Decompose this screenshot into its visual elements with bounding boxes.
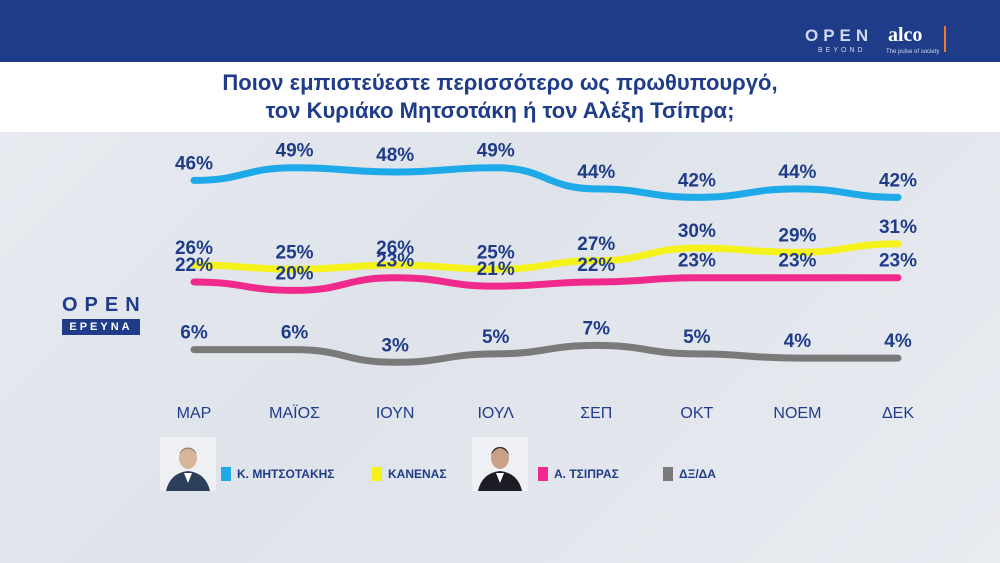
data-label-s0-p7: 42% <box>879 170 917 191</box>
legend-swatch-dxda <box>663 467 673 481</box>
legend-label-kanenas: ΚΑΝΕΝΑΣ <box>388 467 447 481</box>
series-line-3 <box>190 341 902 366</box>
legend-label-mitsotakis: Κ. ΜΗΤΣΟΤΑΚΗΣ <box>237 467 335 481</box>
x-tick-label-2: ΙΟΥΝ <box>376 405 415 422</box>
data-label-s0-p4: 44% <box>577 162 615 183</box>
data-label-s1-p2: 26% <box>376 238 414 259</box>
legend-item-kanenas: ΚΑΝΕΝΑΣ <box>372 466 447 482</box>
data-label-s3-p2: 3% <box>381 335 409 356</box>
data-label-s0-p1: 49% <box>276 141 314 162</box>
data-label-s2-p1: 20% <box>276 263 314 284</box>
open-erevna-logo: OPEN ΕΡΕΥΝΑ <box>62 294 142 335</box>
x-tick-label-6: ΝΟΕΜ <box>773 405 821 422</box>
data-label-s1-p5: 30% <box>678 221 716 242</box>
data-label-s1-p4: 27% <box>577 234 615 255</box>
title-band: Ποιον εμπιστεύεστε περισσότερο ως πρωθυπ… <box>0 62 1000 132</box>
data-label-s3-p6: 4% <box>784 331 812 352</box>
alco-tagline: The pulse of society <box>886 49 940 55</box>
legend-swatch-mitsotakis <box>221 467 231 481</box>
series-line-0 <box>190 164 902 201</box>
header-bar: OPEN BEYOND alco The pulse of society <box>0 0 1000 62</box>
data-label-s1-p1: 25% <box>276 242 314 263</box>
legend-label-dxda: ΔΞ/ΔΑ <box>679 467 716 481</box>
x-tick-label-3: ΙΟΥΛ <box>477 405 514 422</box>
data-label-s3-p4: 7% <box>583 318 611 339</box>
x-tick-label-1: ΜΑΪΟΣ <box>269 404 320 422</box>
data-label-s1-p7: 31% <box>879 217 917 238</box>
mitsotakis-photo <box>160 437 216 491</box>
data-label-s3-p0: 6% <box>180 323 208 344</box>
data-label-s2-p6: 23% <box>778 251 816 272</box>
legend-item-dxda: ΔΞ/ΔΑ <box>663 466 716 482</box>
data-label-s2-p2: 23% <box>376 251 414 272</box>
series-line-2 <box>190 274 902 294</box>
data-label-s3-p5: 5% <box>683 327 711 348</box>
data-label-s1-p6: 29% <box>778 225 816 246</box>
open-beyond-subtitle: BEYOND <box>818 47 866 54</box>
data-label-s0-p6: 44% <box>778 162 816 183</box>
legend-item-mitsotakis: Κ. ΜΗΤΣΟΤΑΚΗΣ <box>221 466 335 482</box>
data-label-s3-p7: 4% <box>884 331 912 352</box>
series-line-1 <box>190 240 902 273</box>
data-label-s1-p3: 25% <box>477 242 515 263</box>
open-erevna-open-text: OPEN <box>62 294 147 316</box>
legend-swatch-tsipras <box>538 467 548 481</box>
data-label-s0-p2: 48% <box>376 145 414 166</box>
data-label-s0-p0: 46% <box>175 153 213 174</box>
data-label-s2-p5: 23% <box>678 251 716 272</box>
x-tick-label-7: ΔΕΚ <box>882 405 914 422</box>
x-tick-label-0: ΜΑΡ <box>177 405 212 422</box>
x-tick-label-4: ΣΕΠ <box>580 405 612 422</box>
data-label-s2-p0: 22% <box>175 255 213 276</box>
x-tick-label-5: ΟΚΤ <box>680 405 713 422</box>
data-label-s3-p1: 6% <box>281 323 309 344</box>
legend-label-tsipras: Α. ΤΣΙΠΡΑΣ <box>554 467 619 481</box>
open-beyond-logo: OPEN <box>805 26 874 45</box>
legend-item-tsipras: Α. ΤΣΙΠΡΑΣ <box>538 466 619 482</box>
data-label-s0-p3: 49% <box>477 141 515 162</box>
data-label-s2-p7: 23% <box>879 251 917 272</box>
data-label-s1-p0: 26% <box>175 238 213 259</box>
line-chart: 46% 49% 48% 49% 44% 42% 44% 42% 26% 25% 26% 25% 27% 3… <box>175 141 917 422</box>
tsipras-photo <box>472 437 528 491</box>
chart-title-line2: τον Κυριάκο Μητσοτάκη ή τον Αλέξη Τσίπρα… <box>265 98 735 123</box>
open-erevna-label: ΕΡΕΥΝΑ <box>62 319 140 335</box>
data-label-s3-p3: 5% <box>482 327 510 348</box>
data-label-s2-p4: 22% <box>577 255 615 276</box>
data-label-s0-p5: 42% <box>678 170 716 191</box>
alco-logo: alco <box>888 24 923 46</box>
legend-swatch-kanenas <box>372 467 382 481</box>
chart-title-line1: Ποιον εμπιστεύεστε περισσότερο ως πρωθυπ… <box>222 70 778 95</box>
alco-accent-bar <box>944 26 946 52</box>
data-label-s2-p3: 21% <box>477 259 515 280</box>
